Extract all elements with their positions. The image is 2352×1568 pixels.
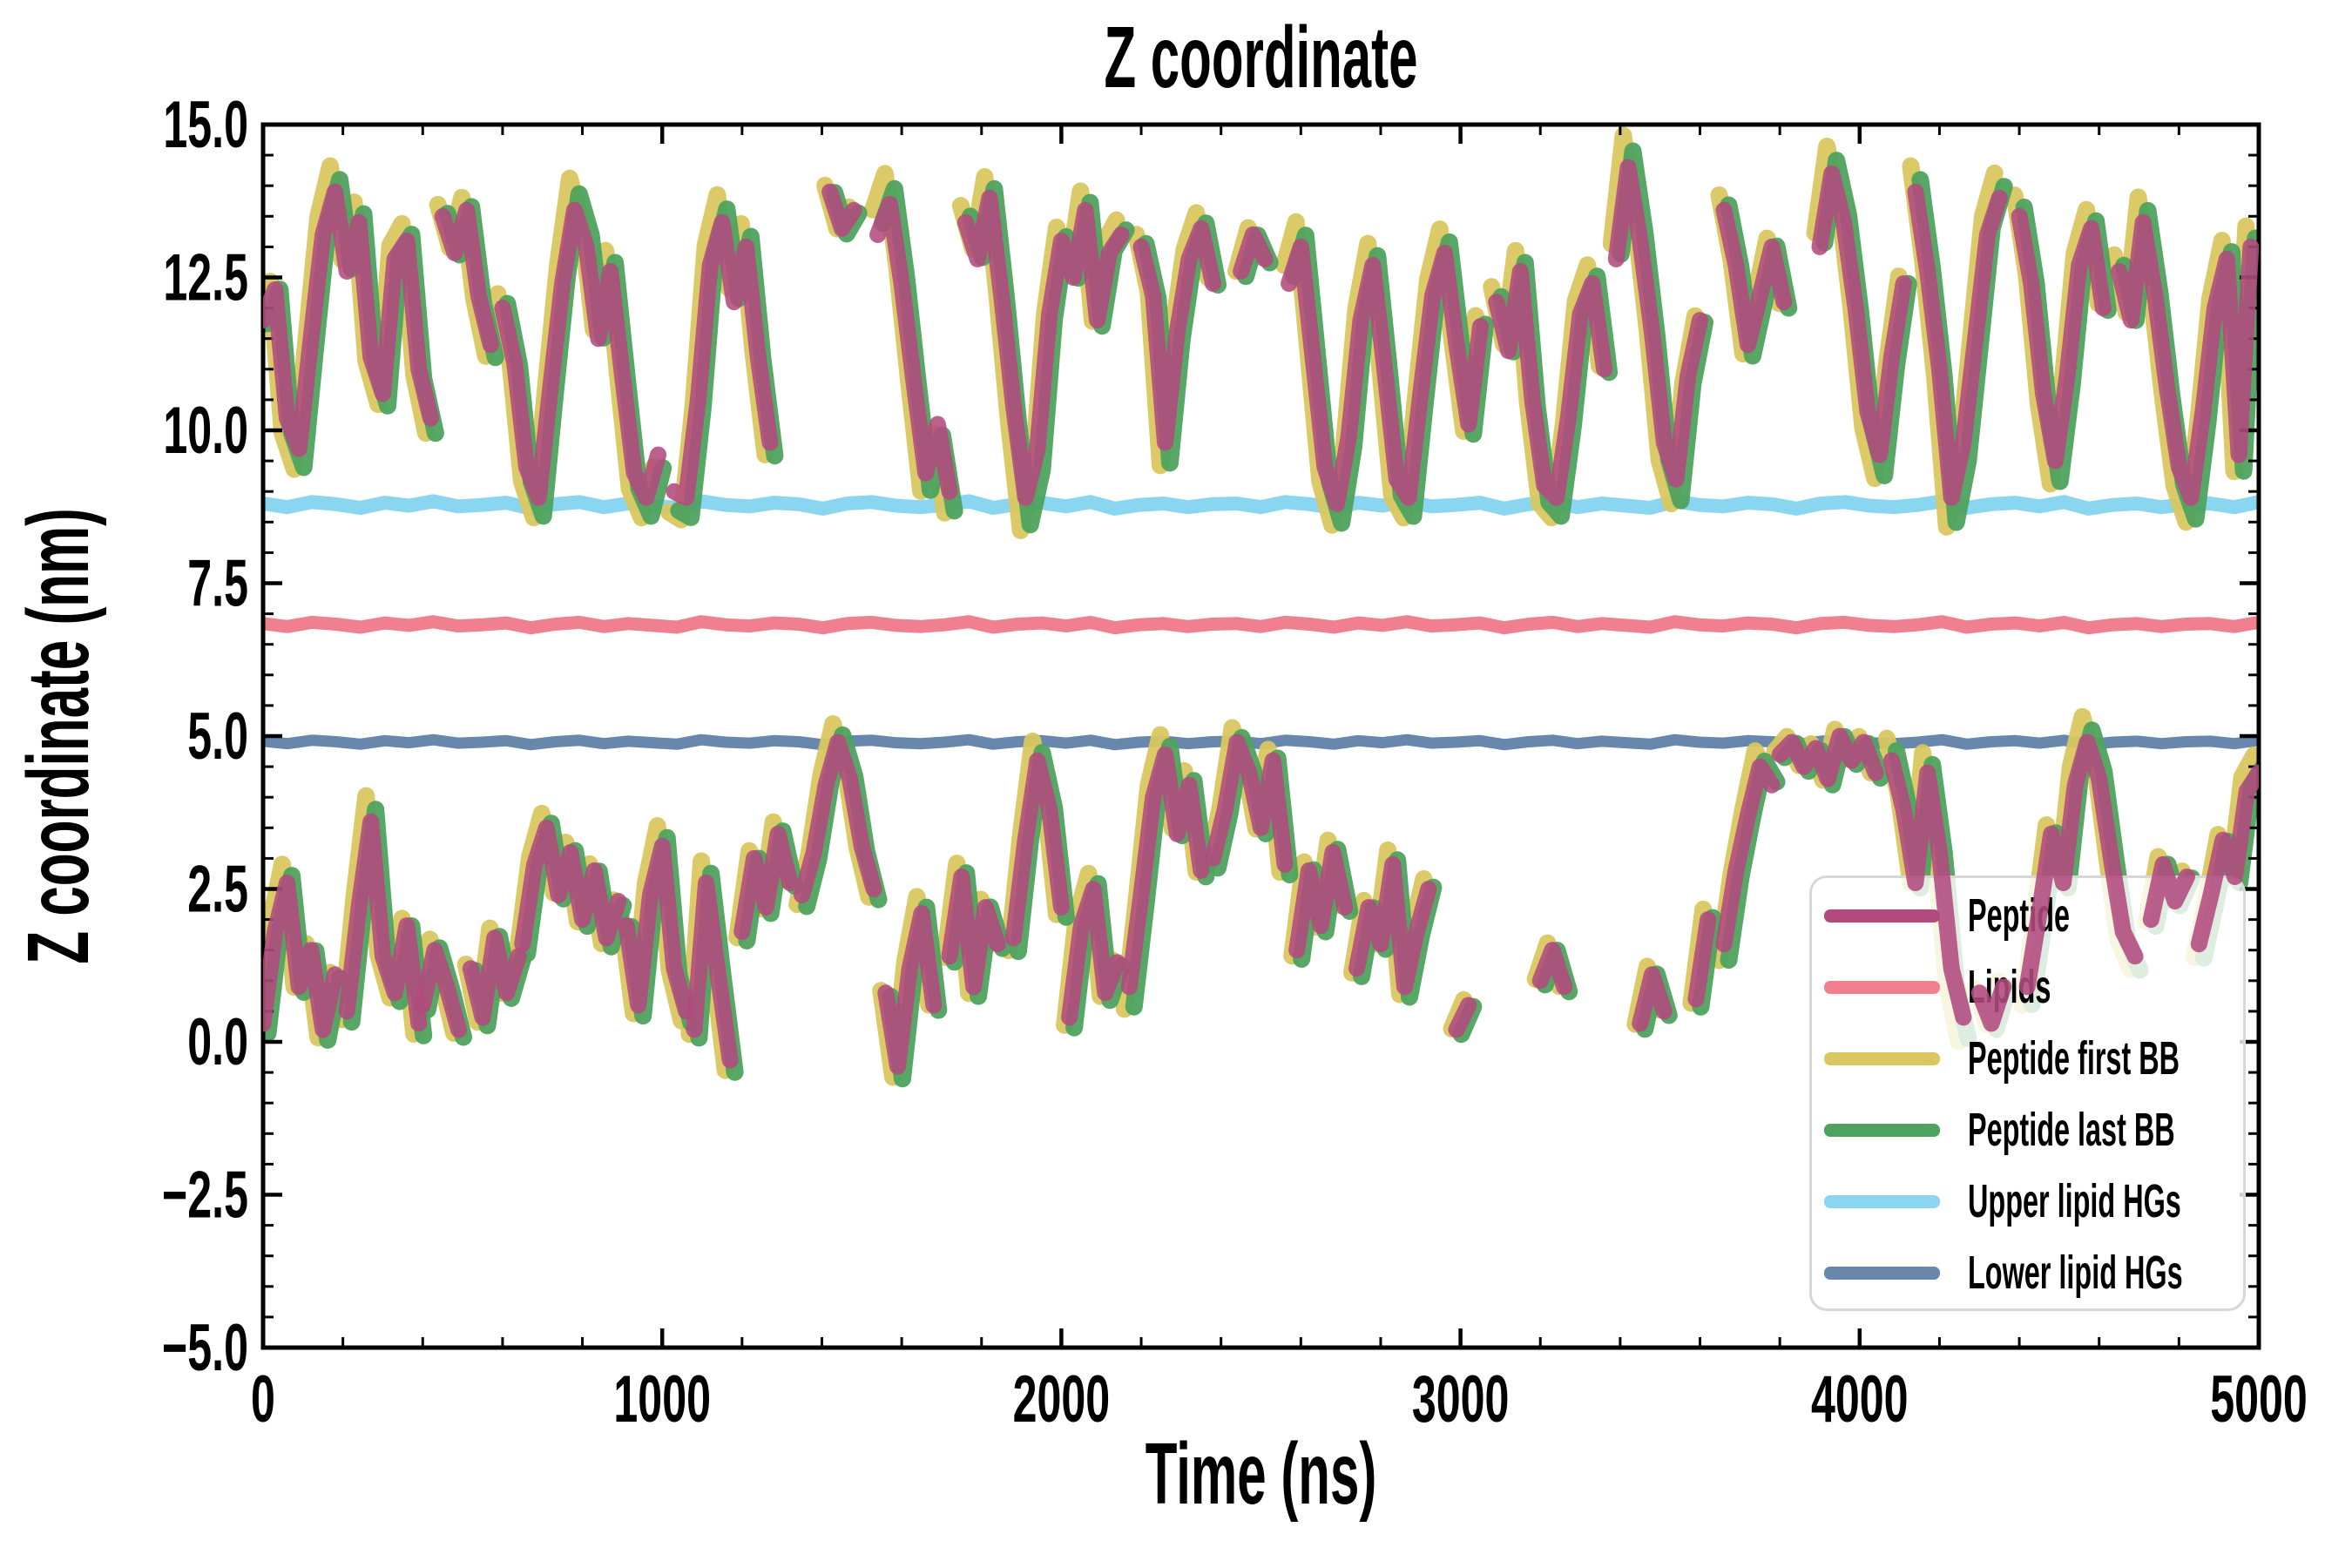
y-tick-label: 7.5: [187, 546, 248, 620]
y-tick-label: −5.0: [162, 1311, 248, 1385]
legend-swatch: [1824, 1051, 1940, 1065]
flat-line-lower-lipid-hgs: [263, 733, 2259, 751]
legend-swatch: [1824, 1266, 1940, 1280]
y-tick-label: 5.0: [187, 700, 248, 774]
trace-peptide-last-bb: [498, 185, 672, 525]
legend-item-peptide: Peptide: [1812, 880, 2243, 951]
trace-peptide-last-bb: [1815, 152, 1917, 484]
legend-swatch: [1824, 980, 1940, 994]
legend: Peptide Lipids Peptide first BB Peptide las…: [1809, 875, 2246, 1311]
chart-title: Z coordinate: [1104, 9, 1418, 106]
legend-item-lower-lipid-hgs: Lower lipid HGs: [1812, 1237, 2243, 1308]
flat-line-lipids: [263, 615, 2259, 635]
trace-peptide-last-bb: [1692, 909, 1722, 1016]
legend-swatch: [1824, 909, 1940, 923]
y-tick-label: 0.0: [187, 1005, 248, 1079]
x-tick-label: 0: [251, 1362, 275, 1436]
legend-label: Lipids: [1968, 961, 2051, 1013]
trace-peptide-last-bb: [1452, 997, 1483, 1044]
legend-label: Upper lipid HGs: [1968, 1175, 2181, 1227]
trace-peptide-last-bb: [263, 867, 348, 1049]
y-tick-label: 10.0: [163, 394, 248, 468]
trace-peptide-last-bb: [874, 179, 963, 520]
y-tick-label: 15.0: [163, 88, 248, 162]
x-axis-label: Time (ns): [1145, 1425, 1377, 1523]
trace-peptide-last-bb: [1237, 226, 1279, 286]
y-tick-label: 2.5: [187, 852, 248, 926]
legend-swatch: [1824, 1194, 1940, 1208]
trace-peptide-last-bb: [1636, 965, 1678, 1038]
y-tick-label: −2.5: [162, 1158, 248, 1232]
x-tick-label: 3000: [1412, 1362, 1510, 1436]
x-tick-label: 1000: [613, 1362, 711, 1436]
legend-label: Peptide last BB: [1968, 1104, 2175, 1156]
trace-peptide-last-bb: [1720, 753, 1786, 969]
legend-item-peptide-last-bb: Peptide last BB: [1812, 1094, 2243, 1166]
trace-peptide-last-bb: [882, 898, 948, 1088]
x-tick-label: 4000: [1811, 1362, 1909, 1436]
trace-peptide-last-bb: [518, 814, 632, 963]
x-tick-label: 5000: [2210, 1362, 2308, 1436]
legend-label: Lower lipid HGs: [1968, 1247, 2183, 1299]
legend-label: Peptide first BB: [1968, 1032, 2180, 1085]
y-tick-label: 12.5: [163, 240, 248, 314]
x-tick-label: 2000: [1013, 1362, 1111, 1436]
y-axis-label: Z coordinate (nm): [10, 508, 107, 964]
legend-swatch: [1824, 1123, 1940, 1137]
legend-item-upper-lipid-hgs: Upper lipid HGs: [1812, 1166, 2243, 1237]
legend-item-lipids: Lipids: [1812, 951, 2243, 1023]
tick-labels: 0 1000 2000 3000 4000 5000 −5.0 −2.5 0.0 2.5 5.0 7.…: [162, 88, 2308, 1436]
legend-label: Peptide: [1968, 889, 2071, 942]
trace-peptide-last-bb: [2115, 201, 2259, 528]
legend-item-peptide-first-bb: Peptide first BB: [1812, 1023, 2243, 1094]
